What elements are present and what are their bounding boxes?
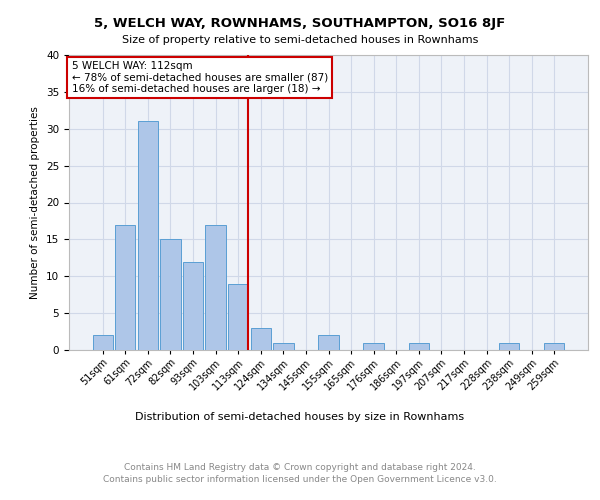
Bar: [409, 342, 429, 350]
Bar: [138, 122, 158, 350]
Bar: [115, 224, 136, 350]
Bar: [160, 240, 181, 350]
Y-axis label: Number of semi-detached properties: Number of semi-detached properties: [31, 106, 40, 299]
Text: Size of property relative to semi-detached houses in Rownhams: Size of property relative to semi-detach…: [122, 35, 478, 45]
Text: 5 WELCH WAY: 112sqm
← 78% of semi-detached houses are smaller (87)
16% of semi-d: 5 WELCH WAY: 112sqm ← 78% of semi-detach…: [71, 61, 328, 94]
Text: 5, WELCH WAY, ROWNHAMS, SOUTHAMPTON, SO16 8JF: 5, WELCH WAY, ROWNHAMS, SOUTHAMPTON, SO1…: [94, 18, 506, 30]
Bar: [205, 224, 226, 350]
Bar: [228, 284, 248, 350]
Bar: [251, 328, 271, 350]
Bar: [273, 342, 293, 350]
Text: Contains HM Land Registry data © Crown copyright and database right 2024.
Contai: Contains HM Land Registry data © Crown c…: [103, 462, 497, 484]
Bar: [92, 335, 113, 350]
Text: Distribution of semi-detached houses by size in Rownhams: Distribution of semi-detached houses by …: [136, 412, 464, 422]
Bar: [544, 342, 565, 350]
Bar: [319, 335, 338, 350]
Bar: [499, 342, 519, 350]
Bar: [183, 262, 203, 350]
Bar: [364, 342, 384, 350]
